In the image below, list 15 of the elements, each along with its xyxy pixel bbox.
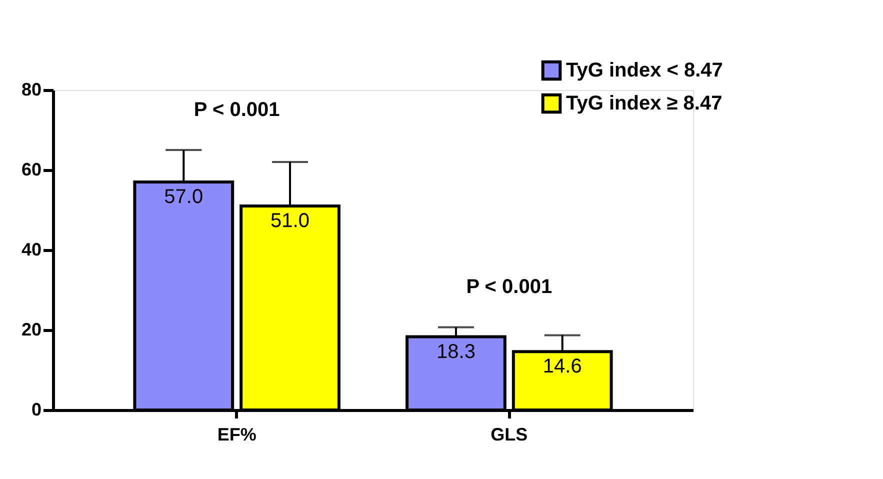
annotation: P < 0.001	[194, 99, 280, 121]
data-label: 57.0	[164, 186, 204, 208]
y-tick-label: 60	[21, 160, 42, 180]
data-label: 14.6	[542, 356, 582, 378]
legend-label: TyG index < 8.47	[566, 60, 723, 82]
data-label: 18.3	[436, 340, 476, 363]
y-tick-label: 20	[21, 320, 42, 340]
annotation: P < 0.001	[466, 276, 552, 298]
data-label: 51.0	[270, 210, 310, 232]
y-tick-label: 80	[21, 80, 42, 100]
y-tick-label: 40	[21, 240, 42, 260]
legend-label: TyG index ≥ 8.47	[566, 92, 722, 114]
x-tick-label: EF%	[217, 424, 256, 444]
y-tick-label: 0	[31, 400, 42, 420]
x-tick-label: GLS	[490, 424, 528, 444]
